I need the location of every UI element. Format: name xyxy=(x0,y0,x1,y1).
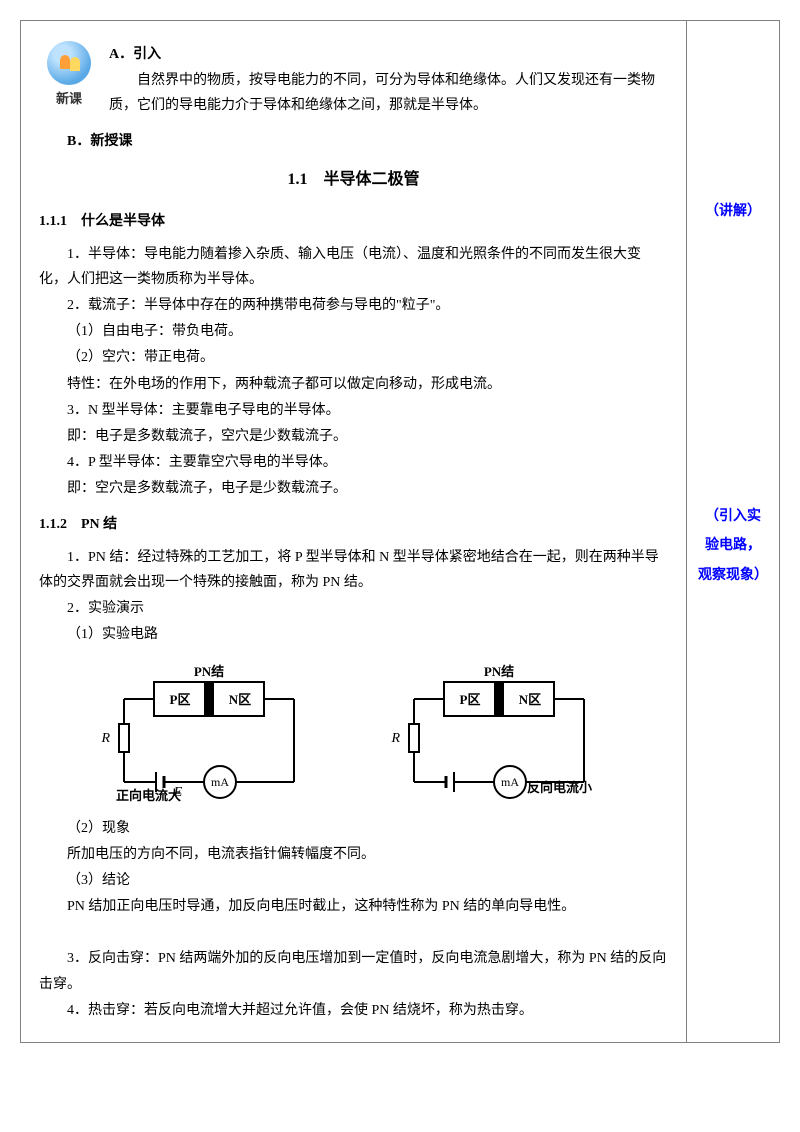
body-text: 2．实验演示 xyxy=(39,596,668,621)
intro-title: A．引入 xyxy=(109,47,161,62)
intro-paragraph: 自然界中的物质，按导电能力的不同，可分为导体和绝缘体。人们又发现还有一类物质，它… xyxy=(109,68,668,118)
body-text: （2）现象 xyxy=(39,816,668,841)
circuit-diagrams: PN结 P区 N区 R E xyxy=(39,664,668,804)
body-text: 2．载流子：半导体中存在的两种携带电荷参与导电的"粒子"。 xyxy=(39,293,668,318)
body-text: 所加电压的方向不同，电流表指针偏转幅度不同。 xyxy=(39,842,668,867)
main-column: 新课 A．引入 自然界中的物质，按导电能力的不同，可分为导体和绝缘体。人们又发现… xyxy=(21,21,687,1042)
side-note-explain: （讲解） xyxy=(691,199,775,224)
resistor-label: R xyxy=(100,731,110,746)
forward-circuit: PN结 P区 N区 R E xyxy=(94,664,324,804)
forward-caption: 正向电流大 xyxy=(116,788,181,803)
heading-1-1-1: 1.1.1 什么是半导体 xyxy=(39,209,668,234)
reverse-circuit: PN结 P区 N区 R mA xyxy=(384,664,614,804)
heading-1-1-2: 1.1.2 PN 结 xyxy=(39,512,668,537)
body-text: 1．半导体：导电能力随着掺入杂质、输入电压（电流）、温度和光照条件的不同而发生很… xyxy=(39,242,668,292)
body-text xyxy=(39,920,668,945)
intro-block: 新课 A．引入 自然界中的物质，按导电能力的不同，可分为导体和绝缘体。人们又发现… xyxy=(39,41,668,119)
p-region: P区 xyxy=(169,692,190,707)
body-text: 1．PN 结：经过特殊的工艺加工，将 P 型半导体和 N 型半导体紧密地结合在一… xyxy=(39,545,668,595)
body-text: （2）空穴：带正电荷。 xyxy=(39,345,668,370)
body-text: 特性：在外电场的作用下，两种载流子都可以做定向移动，形成电流。 xyxy=(39,372,668,397)
intro-text: A．引入 自然界中的物质，按导电能力的不同，可分为导体和绝缘体。人们又发现还有一… xyxy=(109,41,668,119)
pn-label: PN结 xyxy=(483,664,513,679)
side-note-line1: （引入实 xyxy=(691,504,775,529)
body-text: 3．N 型半导体：主要靠电子导电的半导体。 xyxy=(39,398,668,423)
resistor-label: R xyxy=(390,731,400,746)
body-text: PN 结加正向电压时导通，加反向电压时截止，这种特性称为 PN 结的单向导电性。 xyxy=(39,894,668,919)
icon-label: 新课 xyxy=(39,87,99,110)
side-column: （讲解） （引入实 验电路， 观察现象） xyxy=(687,21,779,1042)
section-b-label: B．新授课 xyxy=(39,129,668,154)
new-lesson-icon-block: 新课 xyxy=(39,41,99,119)
body-text: 4．热击穿：若反向电流增大并超过允许值，会使 PN 结烧坏，称为热击穿。 xyxy=(39,998,668,1023)
page-frame: 新课 A．引入 自然界中的物质，按导电能力的不同，可分为导体和绝缘体。人们又发现… xyxy=(20,20,780,1043)
body-text: （1）自由电子：带负电荷。 xyxy=(39,319,668,344)
ammeter-label: mA xyxy=(501,775,519,789)
n-region: N区 xyxy=(518,692,540,707)
n-region: N区 xyxy=(228,692,250,707)
pn-label: PN结 xyxy=(193,664,223,679)
body-text: 即：空穴是多数载流子，电子是少数载流子。 xyxy=(39,476,668,501)
p-region: P区 xyxy=(459,692,480,707)
people-icon xyxy=(47,41,91,85)
body-text: 3．反向击穿：PN 结两端外加的反向电压增加到一定值时，反向电流急剧增大，称为 … xyxy=(39,946,668,996)
side-note-line2: 验电路， xyxy=(691,533,775,558)
heading-1-1: 1.1 半导体二极管 xyxy=(39,166,668,195)
side-note-line3: 观察现象） xyxy=(691,563,775,588)
body-text: 即：电子是多数载流子，空穴是少数载流子。 xyxy=(39,424,668,449)
body-text: （1）实验电路 xyxy=(39,622,668,647)
body-text: （3）结论 xyxy=(39,868,668,893)
reverse-caption: 反向电流小 xyxy=(526,780,591,795)
ammeter-label: mA xyxy=(211,775,229,789)
body-text: 4．P 型半导体：主要靠空穴导电的半导体。 xyxy=(39,450,668,475)
